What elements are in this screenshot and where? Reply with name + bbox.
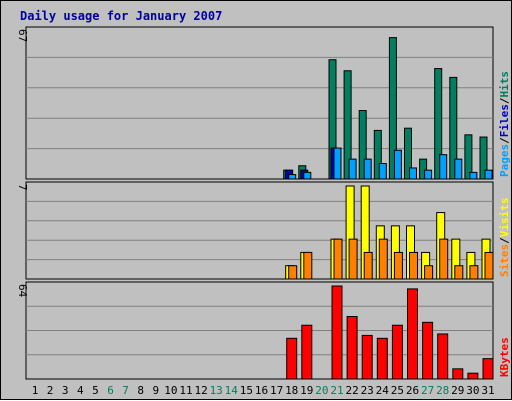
day-label-2: 2 [47,384,54,397]
day-label-20: 20 [315,384,328,397]
bar-pages-day-31 [485,170,492,179]
chart-title: Daily usage for January 2007 [20,9,222,23]
bar-kbytes-day-21 [332,286,342,379]
bar-pages-day-29 [455,159,462,179]
bar-sites-day-26 [410,252,418,279]
bar-sites-day-21 [334,239,342,279]
bar-pages-day-23 [364,159,371,179]
day-label-1: 1 [32,384,39,397]
day-label-22: 22 [345,384,358,397]
day-label-15: 15 [240,384,253,397]
panel-kbytes-scale-label: 64 [16,284,29,298]
day-label-19: 19 [300,384,313,397]
panel-kbytes-legend: KBytes [498,337,511,377]
day-label-23: 23 [361,384,374,397]
day-label-16: 16 [255,384,268,397]
day-label-6: 6 [107,384,114,397]
legend-entry: Visits [498,198,511,238]
bar-kbytes-day-25 [392,325,402,379]
bar-kbytes-day-18 [287,338,297,379]
day-label-9: 9 [152,384,159,397]
day-label-25: 25 [391,384,404,397]
bar-sites-day-24 [379,239,387,279]
legend-entry: Files [498,104,511,137]
bar-pages-day-27 [425,170,432,179]
day-label-10: 10 [164,384,177,397]
bar-sites-day-22 [349,239,357,279]
bar-sites-day-19 [304,252,312,279]
day-label-18: 18 [285,384,298,397]
bar-kbytes-day-19 [302,325,312,379]
bar-kbytes-day-29 [453,369,463,379]
legend-entry: Pages [498,144,511,177]
day-label-29: 29 [451,384,464,397]
panel-hits-files-pages-scale-label: 67 [16,29,29,42]
legend-entry: KBytes [498,337,511,377]
bar-pages-day-19 [304,172,311,179]
bar-pages-day-24 [379,164,386,179]
day-label-5: 5 [92,384,99,397]
bar-sites-day-25 [394,252,402,279]
bar-pages-day-28 [440,155,447,179]
day-label-21: 21 [330,384,343,397]
day-label-14: 14 [225,384,239,397]
day-label-8: 8 [137,384,144,397]
bar-kbytes-day-27 [423,322,433,379]
day-label-28: 28 [436,384,449,397]
legend-entry: Hits [498,71,511,98]
day-label-17: 17 [270,384,283,397]
bar-pages-day-30 [470,172,477,179]
day-label-13: 13 [210,384,223,397]
day-label-24: 24 [376,384,390,397]
bar-pages-day-25 [394,150,401,179]
bar-sites-day-28 [440,239,448,279]
bar-kbytes-day-30 [468,373,478,379]
bar-sites-day-18 [289,266,297,279]
bar-pages-day-21 [334,148,341,179]
bar-sites-day-27 [425,266,433,279]
day-label-30: 30 [466,384,479,397]
bar-pages-day-22 [349,159,356,179]
day-label-31: 31 [481,384,494,397]
day-label-11: 11 [179,384,192,397]
day-label-7: 7 [122,384,129,397]
day-label-3: 3 [62,384,69,397]
bar-kbytes-day-31 [483,359,493,379]
bar-kbytes-day-23 [362,335,372,379]
bar-sites-day-30 [470,266,478,279]
bar-kbytes-day-26 [408,289,418,379]
day-label-26: 26 [406,384,419,397]
bar-sites-day-31 [485,252,493,279]
panel-visits-sites-legend: Sites/Visits [498,198,511,278]
bar-sites-day-29 [455,266,463,279]
bar-pages-day-26 [410,168,417,179]
bar-pages-day-18 [289,175,296,179]
panel-visits-sites-scale-label: 7 [16,184,29,191]
panel-hits-files-pages-plot [26,27,493,179]
day-label-27: 27 [421,384,434,397]
bar-kbytes-day-24 [377,338,387,379]
day-label-12: 12 [194,384,207,397]
day-label-4: 4 [77,384,84,397]
legend-entry: Sites [498,244,511,277]
bar-kbytes-day-22 [347,317,357,379]
panel-hits-files-pages-legend: Pages/Files/Hits [498,71,511,177]
bar-kbytes-day-28 [438,334,448,379]
bar-sites-day-23 [364,252,372,279]
